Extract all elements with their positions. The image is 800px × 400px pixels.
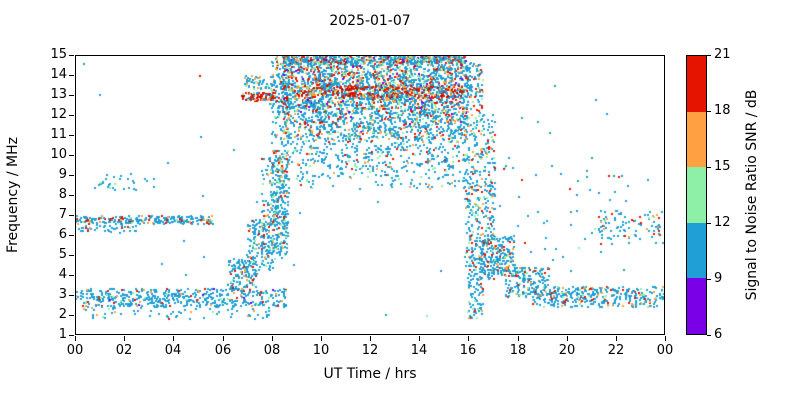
- colorbar-segment: [687, 166, 706, 223]
- x-tick-mark: [567, 336, 568, 341]
- x-tick-mark: [75, 336, 76, 341]
- colorbar-tick-mark: [707, 223, 711, 224]
- y-tick-mark: [69, 275, 74, 276]
- x-tick-mark: [419, 336, 420, 341]
- colorbar-label: Signal to Noise Ratio SNR / dB: [744, 89, 760, 301]
- colorbar-segment: [687, 55, 706, 112]
- x-tick-mark: [665, 336, 666, 341]
- y-tick-label: 8: [58, 187, 67, 202]
- y-tick-label: 5: [58, 247, 67, 262]
- y-tick-mark: [69, 295, 74, 296]
- colorbar-tick-label: 6: [714, 327, 723, 342]
- colorbar-segment: [687, 277, 706, 334]
- x-tick-label: 02: [115, 343, 133, 358]
- y-tick-label: 11: [50, 127, 67, 142]
- x-tick-mark: [124, 336, 125, 341]
- y-tick-label: 2: [58, 307, 67, 322]
- y-tick-mark: [69, 335, 74, 336]
- y-tick-mark: [69, 215, 74, 216]
- colorbar-tick-mark: [707, 111, 711, 112]
- x-axis-label: UT Time / hrs: [323, 366, 417, 382]
- x-tick-label: 14: [410, 343, 428, 358]
- colorbar-tick-mark: [707, 335, 711, 336]
- x-tick-mark: [468, 336, 469, 341]
- y-tick-label: 7: [58, 207, 67, 222]
- y-tick-mark: [69, 315, 74, 316]
- colorbar-tick-mark: [707, 55, 711, 56]
- x-tick-mark: [173, 336, 174, 341]
- y-tick-mark: [69, 75, 74, 76]
- y-tick-label: 9: [58, 167, 67, 182]
- y-tick-label: 15: [50, 47, 67, 62]
- x-tick-label: 06: [214, 343, 232, 358]
- x-tick-label: 10: [312, 343, 330, 358]
- scatter-points-canvas: [75, 55, 665, 335]
- x-tick-label: 20: [558, 343, 576, 358]
- colorbar-segment: [687, 111, 706, 168]
- y-axis-label: Frequency / MHz: [5, 137, 21, 253]
- y-tick-label: 3: [58, 287, 67, 302]
- x-tick-label: 16: [459, 343, 477, 358]
- y-tick-label: 13: [50, 87, 67, 102]
- x-tick-label: 00: [656, 343, 674, 358]
- colorbar: [686, 55, 707, 335]
- x-tick-label: 18: [509, 343, 527, 358]
- x-tick-label: 08: [263, 343, 281, 358]
- y-tick-mark: [69, 95, 74, 96]
- chart-title: 2025-01-07: [329, 13, 411, 29]
- colorbar-tick-mark: [707, 279, 711, 280]
- colorbar-tick-label: 12: [714, 215, 731, 230]
- y-tick-label: 6: [58, 227, 67, 242]
- x-tick-label: 00: [66, 343, 84, 358]
- x-tick-mark: [518, 336, 519, 341]
- x-tick-mark: [616, 336, 617, 341]
- y-tick-mark: [69, 195, 74, 196]
- y-tick-mark: [69, 235, 74, 236]
- y-tick-label: 14: [50, 67, 67, 82]
- colorbar-segment: [687, 222, 706, 279]
- x-tick-mark: [272, 336, 273, 341]
- y-tick-mark: [69, 175, 74, 176]
- x-tick-label: 04: [164, 343, 182, 358]
- y-tick-mark: [69, 155, 74, 156]
- y-tick-mark: [69, 55, 74, 56]
- x-tick-mark: [370, 336, 371, 341]
- x-tick-mark: [321, 336, 322, 341]
- y-tick-mark: [69, 115, 74, 116]
- y-tick-mark: [69, 255, 74, 256]
- y-tick-label: 4: [58, 267, 67, 282]
- y-tick-mark: [69, 135, 74, 136]
- colorbar-tick-label: 18: [714, 103, 731, 118]
- colorbar-tick-label: 9: [714, 271, 723, 286]
- colorbar-tick-label: 21: [714, 47, 731, 62]
- colorbar-tick-label: 15: [714, 159, 731, 174]
- x-tick-label: 12: [361, 343, 379, 358]
- y-tick-label: 1: [58, 327, 67, 342]
- y-tick-label: 12: [50, 107, 67, 122]
- y-tick-label: 10: [50, 147, 67, 162]
- x-tick-label: 22: [607, 343, 625, 358]
- colorbar-tick-mark: [707, 167, 711, 168]
- x-tick-mark: [223, 336, 224, 341]
